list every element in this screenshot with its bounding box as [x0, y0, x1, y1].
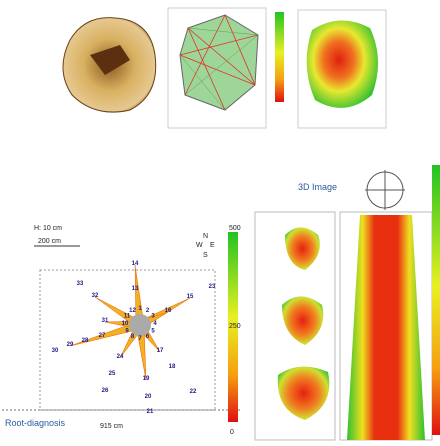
- slice: [277, 366, 330, 420]
- sensor-label: 7: [138, 336, 142, 342]
- sensor-label: 25: [109, 371, 116, 377]
- decay: [90, 45, 130, 75]
- sensor-label: 33: [77, 281, 84, 287]
- sensor-label: 20: [145, 394, 152, 400]
- sensor-label: 16: [165, 308, 172, 314]
- slice: [285, 227, 320, 270]
- compass-w: W: [196, 242, 203, 249]
- colorbar-top: [275, 12, 284, 102]
- compass-n: N: [203, 233, 208, 240]
- sensor-label: 12: [129, 308, 136, 314]
- sensor-label: 2: [146, 308, 150, 314]
- cone-3d: [347, 215, 425, 440]
- sound-lines-green: [179, 27, 259, 111]
- compass-e: E: [210, 242, 215, 249]
- sensor-label: 23: [209, 284, 216, 290]
- sensor-label: 9: [125, 329, 129, 335]
- sensor-label: 6: [146, 334, 150, 340]
- sensor-label: 4: [153, 321, 157, 327]
- colorbar-tick: 250: [229, 323, 241, 330]
- compass-s: S: [203, 252, 208, 259]
- scale-label: 200 cm: [38, 238, 61, 245]
- sensor-label: 30: [52, 348, 59, 354]
- sensor-label: 11: [124, 314, 131, 320]
- sensor-label: 31: [102, 318, 109, 324]
- sensor-label: 1: [138, 306, 142, 312]
- sensor-label: 28: [82, 338, 89, 344]
- sensor-label: 22: [190, 389, 197, 395]
- colorbar-tick: 500: [229, 225, 241, 232]
- sensor-label: 3: [151, 314, 155, 320]
- sensor-label: 5: [151, 329, 155, 335]
- heatmap: [306, 20, 379, 108]
- colorbar-tick: 0: [230, 429, 234, 436]
- height-label: H: 10 cm: [34, 225, 62, 232]
- sensor-label: 21: [147, 409, 154, 415]
- sensor-label: 13: [132, 286, 139, 292]
- sensor-label: 24: [117, 354, 124, 360]
- slice: [282, 296, 324, 345]
- sensor-label: 29: [67, 342, 74, 348]
- sensor-label: 26: [102, 388, 109, 394]
- sensor-label: 8: [131, 334, 135, 340]
- sensor-label: 27: [99, 333, 106, 339]
- sound-lines: [179, 14, 259, 111]
- sensor-label: 32: [92, 293, 99, 299]
- sensor-label: 17: [157, 348, 164, 354]
- trunk: [129, 314, 151, 336]
- root-star: 1415161718192021222324252627282930313233…: [52, 261, 216, 415]
- colorbar-root: [228, 232, 238, 422]
- sensor-label: 14: [132, 261, 139, 267]
- sensor-label: 19: [143, 376, 150, 382]
- colorbar-3d: [432, 165, 440, 435]
- root-frame: [39, 269, 216, 411]
- sensor-label: 15: [187, 294, 194, 300]
- root-title: Root-diagnosis: [5, 418, 66, 428]
- tomogram-shape: [179, 14, 259, 111]
- image-3d-title: 3D Image: [298, 182, 337, 192]
- sensor-label: 10: [122, 321, 129, 327]
- sensor-label: 18: [169, 364, 176, 370]
- width-label: 915 cm: [100, 423, 123, 430]
